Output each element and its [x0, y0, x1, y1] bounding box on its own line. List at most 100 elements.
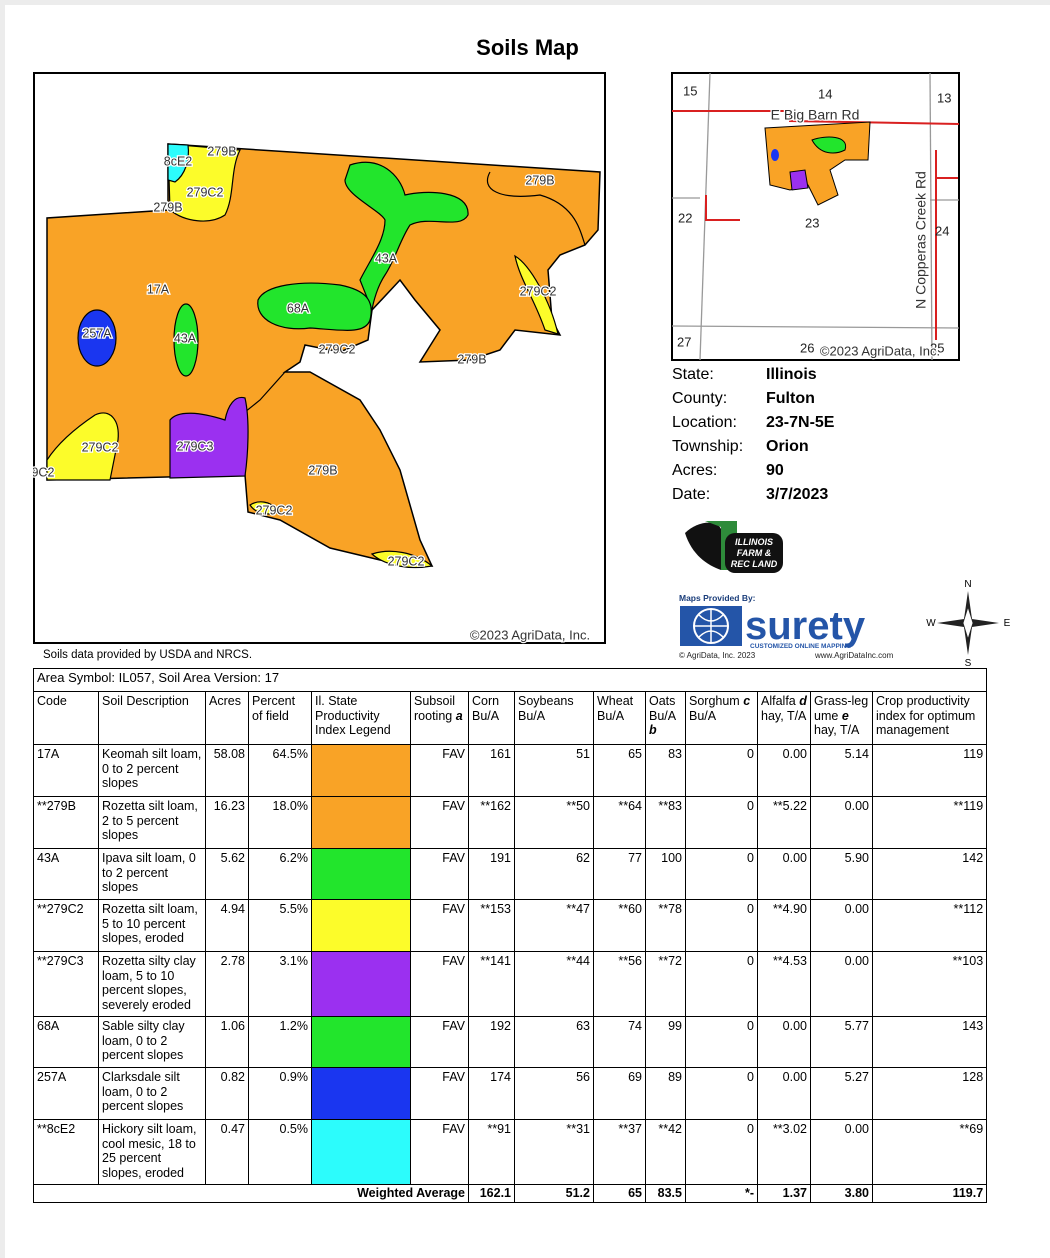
header-text: Acres — [209, 694, 241, 708]
soil-row: 17A Keomah silt loam, 0 to 2 percent slop… — [33, 744, 988, 797]
footer-row: Weighted Average 162.1 51.2 65 83.5 *- 1.37 3.8… — [33, 1184, 988, 1203]
description: Ipava silt loam, 0 to 2 percent slopes — [98, 848, 206, 900]
logo-text: www.AgriDataInc.com — [814, 651, 894, 660]
value: 62 — [514, 848, 594, 900]
section-label: 23 — [805, 215, 819, 230]
code: 17A — [33, 744, 99, 797]
percent: 1.2% — [248, 1016, 312, 1068]
info-row: Township: Orion — [672, 435, 834, 459]
header-note: b — [649, 723, 657, 737]
value: FAV — [410, 1016, 469, 1068]
description: Clarksdale silt loam, 0 to 2 percent slo… — [98, 1067, 206, 1120]
legend-swatch — [312, 1017, 410, 1067]
legend-swatch — [312, 849, 410, 899]
description: Hickory silt loam, cool mesic, 18 to 25 … — [98, 1119, 206, 1185]
column-header: Grass-leg ume e hay, T/A — [810, 691, 873, 745]
soil-row: 257A Clarksdale silt loam, 0 to 2 percent… — [33, 1067, 988, 1120]
value: **37 — [593, 1119, 646, 1185]
info-label: Location: — [672, 414, 737, 431]
value: **60 — [593, 899, 646, 952]
header-note: c — [743, 694, 751, 708]
value: 65 — [593, 744, 646, 797]
value: 0 — [685, 951, 758, 1017]
column-header: Wheat Bu/A — [593, 691, 646, 745]
header-note: d — [799, 694, 807, 708]
footer-value: 162.1 — [468, 1184, 515, 1203]
value: 5.77 — [810, 1016, 873, 1068]
info-label: Acres: — [672, 462, 718, 479]
column-header: Percent of field — [248, 691, 312, 745]
header-text: Subsoil rooting — [414, 694, 455, 723]
header-text: Corn Bu/A — [472, 694, 500, 723]
header-note: e — [841, 708, 849, 723]
header-text: hay, T/A — [761, 708, 807, 723]
header-text: Grass-leg ume — [814, 694, 869, 723]
title: Soils Map — [476, 35, 579, 60]
legend-swatch — [312, 797, 410, 848]
value: 161 — [468, 744, 515, 797]
header-text: Soil Description — [102, 694, 189, 708]
info-row: Acres: 90 — [672, 459, 834, 483]
soil-table: Area Symbol: IL057, Soil Area Version: 1… — [32, 668, 988, 1203]
legend-cell — [311, 951, 411, 1017]
description: Rozetta silt loam, 2 to 5 percent slopes — [98, 796, 206, 849]
compass-label: E — [1004, 618, 1011, 629]
value: **3.02 — [757, 1119, 811, 1185]
percent: 5.5% — [248, 899, 312, 952]
value: 0.00 — [757, 744, 811, 797]
column-header: Corn Bu/A — [468, 691, 515, 745]
value: 0.00 — [810, 899, 873, 952]
value: FAV — [410, 1119, 469, 1185]
header-text: Percent of field — [252, 694, 296, 723]
section-label: 15 — [683, 83, 697, 98]
column-header: Subsoil rooting a — [410, 691, 469, 745]
value: 128 — [871, 1067, 988, 1120]
value: **4.90 — [757, 899, 811, 952]
value: 0.00 — [757, 1016, 811, 1068]
value: **112 — [871, 899, 988, 952]
value: **78 — [645, 899, 686, 952]
value: **119 — [871, 796, 988, 849]
value: 100 — [645, 848, 686, 900]
value: **64 — [593, 796, 646, 849]
logo-text: © AgriData, Inc. 2023 — [679, 651, 756, 660]
compass-label: N — [964, 579, 971, 590]
info-value: Orion — [766, 438, 809, 455]
code: **279C3 — [33, 951, 99, 1017]
percent: 3.1% — [248, 951, 312, 1017]
header-note: a — [455, 708, 463, 723]
value: 99 — [645, 1016, 686, 1068]
logo-text: FARM & — [737, 548, 772, 558]
acres: 5.62 — [205, 848, 249, 900]
value: 0 — [685, 1016, 758, 1068]
info-row: Location: 23-7N-5E — [672, 411, 834, 435]
source-note: Soils data provided by USDA and NRCS. — [43, 649, 253, 661]
acres: 0.47 — [205, 1119, 249, 1185]
value: 0.00 — [757, 848, 811, 900]
header-text: hay, T/A — [814, 723, 860, 737]
area-symbol: Area Symbol: IL057, Soil Area Version: 1… — [32, 668, 988, 692]
road-label: E Big Barn Rd — [771, 107, 860, 123]
acres: 58.08 — [205, 744, 249, 797]
section-label: 26 — [800, 340, 814, 355]
header-text: Alfalfa — [761, 694, 796, 708]
percent: 18.0% — [248, 796, 312, 849]
logo-text: surety — [745, 604, 866, 648]
value: **50 — [514, 796, 594, 849]
compass-label: W — [926, 618, 936, 629]
column-header: Sorghum c Bu/A — [685, 691, 758, 745]
value: FAV — [410, 796, 469, 849]
road-label: N Copperas Creek Rd — [913, 171, 929, 309]
map-label: 17A — [147, 282, 170, 296]
value: 74 — [593, 1016, 646, 1068]
description: Rozetta silty clay loam, 5 to 10 percent… — [98, 951, 206, 1017]
map-label: 68A — [287, 301, 310, 315]
header-text: Wheat Bu/A — [597, 694, 634, 723]
value: **141 — [468, 951, 515, 1017]
column-header: Soil Description — [98, 691, 206, 745]
footer-value: 83.5 — [645, 1184, 686, 1203]
value: FAV — [410, 951, 469, 1017]
header-text: Bu/A — [689, 708, 717, 723]
footer-label: Weighted Average — [33, 1184, 469, 1203]
legend-cell — [311, 899, 411, 952]
